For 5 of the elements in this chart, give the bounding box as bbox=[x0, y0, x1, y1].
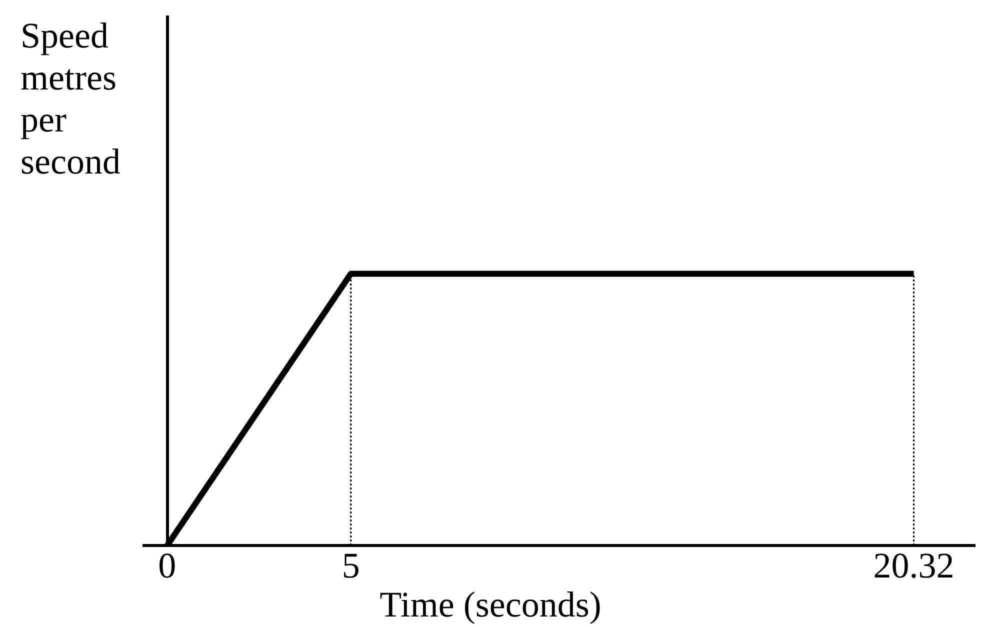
y-axis-title: Speed metres per second bbox=[20, 16, 120, 182]
x-axis-title: Time (seconds) bbox=[380, 584, 602, 624]
x-tick-label: 5 bbox=[342, 546, 360, 586]
x-tick-label: 0 bbox=[158, 546, 176, 586]
x-tick-label: 20.32 bbox=[873, 546, 954, 586]
